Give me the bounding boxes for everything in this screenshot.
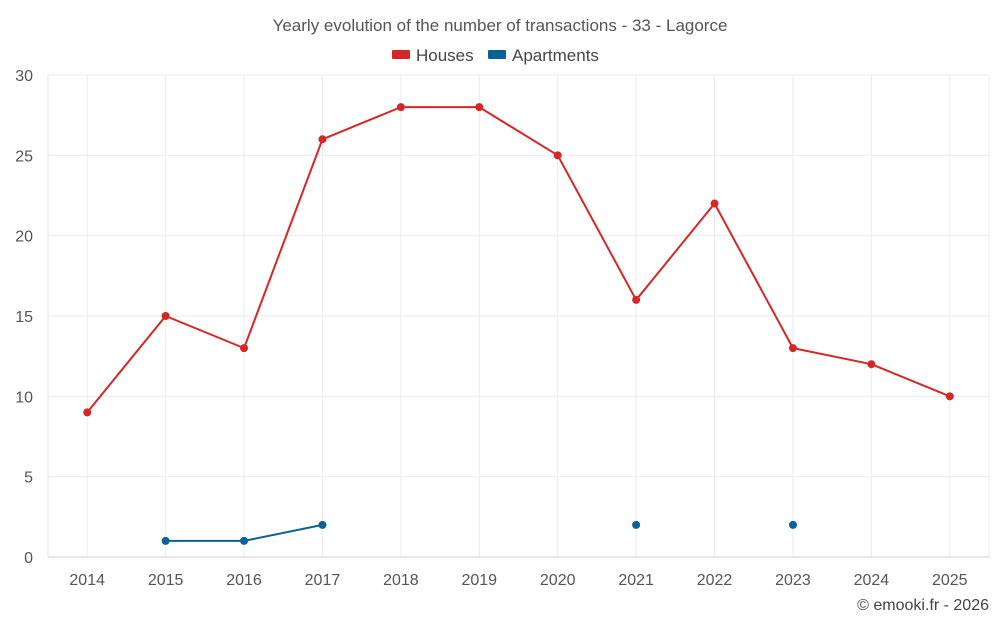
x-tick-label: 2015 <box>148 572 184 589</box>
data-point-houses[interactable] <box>553 151 562 160</box>
x-tick-label: 2023 <box>775 572 811 589</box>
data-point-houses[interactable] <box>945 392 954 401</box>
legend-label-houses: Houses <box>416 46 474 65</box>
x-tick-label: 2022 <box>697 572 733 589</box>
y-tick-label: 25 <box>15 148 33 165</box>
legend-swatch-houses <box>392 50 410 59</box>
x-tick-label: 2018 <box>383 572 419 589</box>
data-point-houses[interactable] <box>83 408 92 417</box>
y-tick-label: 15 <box>15 309 33 326</box>
data-point-apartments[interactable] <box>318 520 327 529</box>
legend-item-apartments[interactable]: Apartments <box>488 46 599 65</box>
x-tick-label: 2017 <box>305 572 341 589</box>
series <box>83 103 954 545</box>
legend: Houses Apartments <box>392 46 599 65</box>
series-apartments <box>161 520 797 545</box>
data-point-houses[interactable] <box>867 360 876 369</box>
data-point-houses[interactable] <box>318 135 327 144</box>
chart-title: Yearly evolution of the number of transa… <box>273 16 728 35</box>
x-tick-label: 2019 <box>461 572 497 589</box>
y-tick-label: 20 <box>15 229 33 246</box>
credit-text: © emooki.fr - 2026 <box>857 597 989 614</box>
gridlines <box>48 74 989 557</box>
x-tick-label: 2016 <box>226 572 262 589</box>
data-point-apartments[interactable] <box>240 536 249 545</box>
y-tick-label: 0 <box>24 550 33 567</box>
series-line-houses <box>86 106 951 414</box>
data-point-houses[interactable] <box>788 344 797 353</box>
data-point-houses[interactable] <box>710 199 719 208</box>
data-point-apartments[interactable] <box>632 520 641 529</box>
y-tick-label: 30 <box>15 68 33 85</box>
y-tick-label: 5 <box>24 470 33 487</box>
data-point-houses[interactable] <box>240 344 249 353</box>
x-tick-label: 2025 <box>932 572 968 589</box>
data-point-houses[interactable] <box>161 312 170 320</box>
data-point-houses[interactable] <box>475 103 484 112</box>
legend-label-apartments: Apartments <box>512 46 599 65</box>
x-tick-label: 2024 <box>854 572 890 589</box>
data-point-houses[interactable] <box>632 295 641 304</box>
x-tick-label: 2014 <box>69 572 105 589</box>
data-point-apartments[interactable] <box>788 520 797 529</box>
x-tick-label: 2020 <box>540 572 576 589</box>
legend-item-houses[interactable]: Houses <box>392 46 474 65</box>
y-tick-label: 10 <box>15 389 33 406</box>
x-tick-label: 2021 <box>618 572 654 589</box>
data-point-houses[interactable] <box>396 103 405 112</box>
legend-swatch-apartments <box>488 50 506 59</box>
series-houses <box>83 103 954 417</box>
data-point-apartments[interactable] <box>161 536 170 545</box>
